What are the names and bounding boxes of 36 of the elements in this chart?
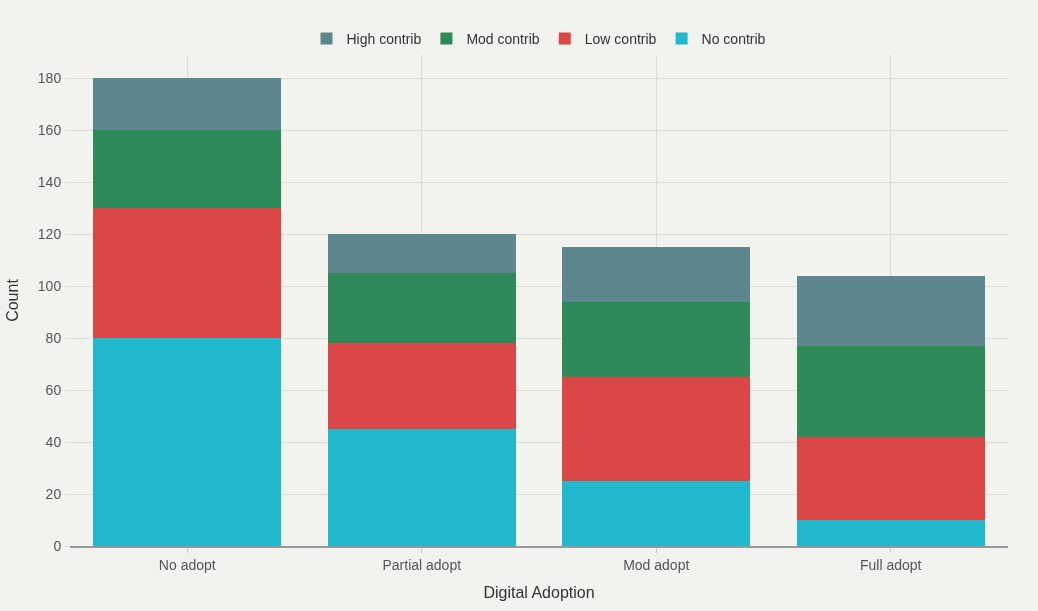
legend-label: High contrib: [346, 31, 422, 48]
bar: [93, 130, 282, 209]
x-tick-label: Mod adopt: [623, 556, 690, 573]
bar: [796, 345, 985, 437]
x-tick-label: Full adopt: [860, 556, 922, 573]
y-tick-label: 100: [37, 278, 62, 295]
bar: [93, 338, 282, 546]
y-tick-label: 20: [45, 485, 62, 502]
legend-label: No contrib: [701, 31, 766, 48]
bar: [796, 436, 985, 521]
bar: [562, 247, 751, 302]
y-tick-label: 160: [37, 122, 62, 139]
legend-label: Mod contrib: [466, 31, 540, 48]
y-tick-label: 60: [45, 382, 62, 399]
bar: [93, 208, 282, 339]
y-tick-label: 120: [37, 226, 62, 243]
y-tick-label: 0: [53, 537, 62, 554]
x-tick-label: No adopt: [158, 556, 216, 573]
y-tick-label: 80: [45, 330, 62, 347]
bar: [796, 275, 985, 346]
bar: [562, 481, 751, 546]
bar: [327, 273, 516, 344]
bar: [562, 377, 751, 482]
y-axis-title: Count: [3, 278, 21, 322]
bar: [327, 234, 516, 274]
x-tick-label: Partial adopt: [382, 556, 462, 573]
legend-label: Low contrib: [584, 31, 657, 48]
x-axis-title: Digital Adoption: [483, 583, 595, 601]
y-tick-label: 40: [45, 433, 62, 450]
bar: [796, 520, 985, 546]
bar: [93, 78, 282, 131]
bar: [327, 429, 516, 546]
bar: [327, 343, 516, 430]
y-tick-label: 180: [37, 70, 62, 87]
y-tick-label: 140: [37, 174, 62, 191]
bar: [562, 301, 751, 378]
